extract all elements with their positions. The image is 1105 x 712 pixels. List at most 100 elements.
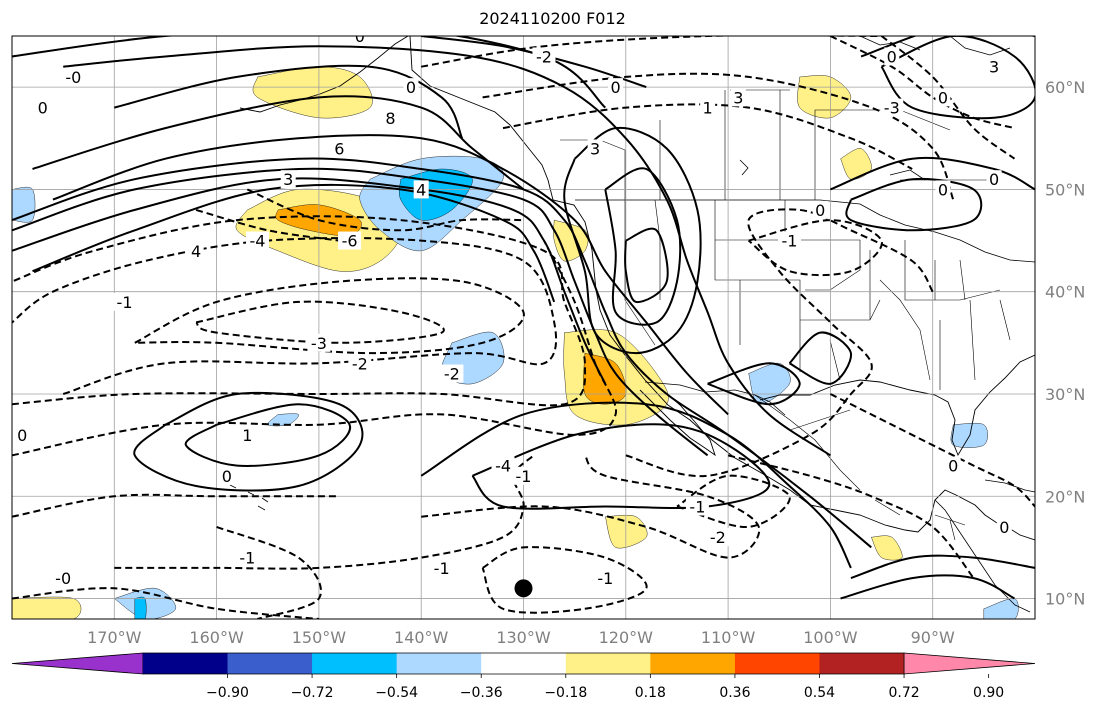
contour-label-mask bbox=[246, 231, 270, 250]
contour-label: -1 bbox=[597, 569, 613, 588]
hawaii-islands bbox=[229, 484, 269, 511]
contour-solid bbox=[624, 227, 669, 303]
lon-tick-label: 130°W bbox=[496, 628, 551, 647]
contour-label-mask bbox=[608, 78, 624, 97]
contour-dashed bbox=[12, 587, 319, 619]
contour-label: 3 bbox=[283, 170, 293, 189]
lon-tick-label: 100°W bbox=[803, 628, 858, 647]
contour-label-mask bbox=[219, 466, 235, 485]
contour-label: -0 bbox=[55, 569, 71, 588]
contour-solid bbox=[707, 362, 801, 406]
state-borders bbox=[624, 199, 1011, 390]
contour-label-mask bbox=[113, 292, 137, 311]
us-mexico-border bbox=[644, 381, 786, 416]
contour-dashed bbox=[676, 474, 791, 528]
contour-dashed bbox=[747, 219, 883, 277]
contour-label-mask bbox=[685, 497, 709, 516]
contour-label: 0 bbox=[222, 467, 232, 486]
lon-tick-labels: 170°W 160°W 150°W 140°W 130°W 120°W 110°W 100°W… bbox=[87, 628, 955, 647]
lon-tick-label: 150°W bbox=[292, 628, 347, 647]
colorbar-tick-label: 0.90 bbox=[973, 685, 1004, 701]
contour-label: 0 bbox=[948, 457, 958, 476]
alaska-peninsula bbox=[239, 36, 409, 113]
gulf-coastline bbox=[759, 354, 1035, 457]
contour-dashed bbox=[625, 208, 934, 478]
contour-label-mask bbox=[491, 456, 515, 475]
contour-label: 0 bbox=[938, 88, 948, 107]
contour-solid bbox=[471, 423, 771, 510]
contour-label: -1 bbox=[434, 559, 450, 578]
contour-label: -2 bbox=[536, 47, 552, 66]
contour-label-mask bbox=[35, 98, 51, 117]
contour-dashed bbox=[134, 277, 525, 355]
contour-label: 3 bbox=[989, 58, 999, 77]
shaded-region bbox=[605, 515, 648, 549]
position-marker bbox=[514, 579, 533, 598]
contour-dashed bbox=[727, 454, 975, 579]
colorbar-tick-label: −0.18 bbox=[544, 685, 587, 701]
colorbar-tick-label: 0.36 bbox=[719, 685, 750, 701]
contour-label: 3 bbox=[590, 140, 600, 159]
contour-label: -3 bbox=[311, 334, 327, 353]
contour-label-mask bbox=[307, 333, 331, 352]
canada-us-border bbox=[575, 199, 1035, 263]
contour-label: 0 bbox=[17, 426, 27, 445]
shaded-region bbox=[134, 596, 147, 619]
contour-label-mask bbox=[880, 98, 904, 117]
contour-label-mask bbox=[532, 47, 556, 66]
contour-label: 8 bbox=[385, 109, 395, 128]
contour-label: 0 bbox=[989, 170, 999, 189]
contour-label-mask bbox=[593, 569, 617, 588]
lat-tick-labels: 60°N 50°N 40°N 30°N 20°N 10°N bbox=[1045, 78, 1085, 608]
contour-label-mask bbox=[51, 569, 75, 588]
contour-layer bbox=[12, 36, 1035, 619]
contour-solid bbox=[563, 126, 702, 355]
colorbar: −0.90 −0.72 −0.54 −0.36 −0.18 0.18 0.36 0.54 0.7… bbox=[11, 652, 1036, 701]
lon-tick-label: 90°W bbox=[911, 628, 955, 647]
contour-label-mask bbox=[14, 425, 30, 444]
contour-dashed bbox=[12, 237, 558, 395]
contour-dashed bbox=[880, 36, 1016, 160]
central-america bbox=[934, 499, 1031, 613]
contour-label: -6 bbox=[342, 232, 358, 251]
contour-dashed bbox=[502, 103, 913, 170]
contour-label: 0 bbox=[355, 27, 365, 46]
contour-label: 1 bbox=[242, 426, 252, 445]
contour-solid bbox=[860, 36, 1035, 58]
contour-label-mask bbox=[352, 36, 368, 45]
contour-label: 0 bbox=[815, 201, 825, 220]
plot-area: 6 8 3 4 -6 -4 -3 -2 -2 -1 1 0 -1 -1 -1 -0 -2 -1 -1 3 0 -2 1 3 -1… bbox=[11, 27, 1036, 620]
colorbar-segment bbox=[734, 653, 820, 674]
shaded-region bbox=[870, 535, 903, 561]
lat-tick-label: 40°N bbox=[1045, 283, 1085, 302]
contour-solid bbox=[32, 95, 525, 191]
colorbar-tick-label: 0.54 bbox=[804, 685, 835, 701]
shaded-region bbox=[12, 596, 82, 619]
contour-label-mask bbox=[884, 47, 900, 66]
contour-solid bbox=[788, 331, 852, 385]
contour-label-mask bbox=[700, 98, 716, 117]
contour-label: 0 bbox=[610, 78, 620, 97]
contour-label-mask bbox=[235, 548, 259, 567]
contour-dashed bbox=[829, 36, 1015, 130]
contour-dashed bbox=[12, 493, 340, 518]
colorbar-tick-label: −0.72 bbox=[291, 685, 334, 701]
shaded-region bbox=[797, 75, 852, 119]
contour-label-mask bbox=[440, 364, 464, 383]
lon-tick-label: 120°W bbox=[599, 628, 654, 647]
contour-label-mask bbox=[935, 180, 951, 199]
contour-dashed bbox=[246, 188, 524, 232]
contour-label-mask bbox=[986, 57, 1002, 76]
contour-label: 1 bbox=[703, 99, 713, 118]
contour-solid bbox=[114, 64, 464, 139]
contour-label-mask bbox=[331, 139, 347, 158]
contour-label: -1 bbox=[239, 549, 255, 568]
contour-label-layer: 6 8 3 4 -6 -4 -3 -2 -2 -1 1 0 -1 -1 -1 -0 -2 -1 -1 3 0 -2 1 3 -1… bbox=[14, 27, 1012, 588]
contour-solid bbox=[850, 554, 1035, 580]
colorbar-segment bbox=[396, 653, 482, 674]
colorbar-tick-label: −0.36 bbox=[460, 685, 503, 701]
marker-layer bbox=[514, 579, 533, 598]
contour-solid bbox=[63, 45, 831, 457]
mexico-borders bbox=[754, 394, 966, 541]
